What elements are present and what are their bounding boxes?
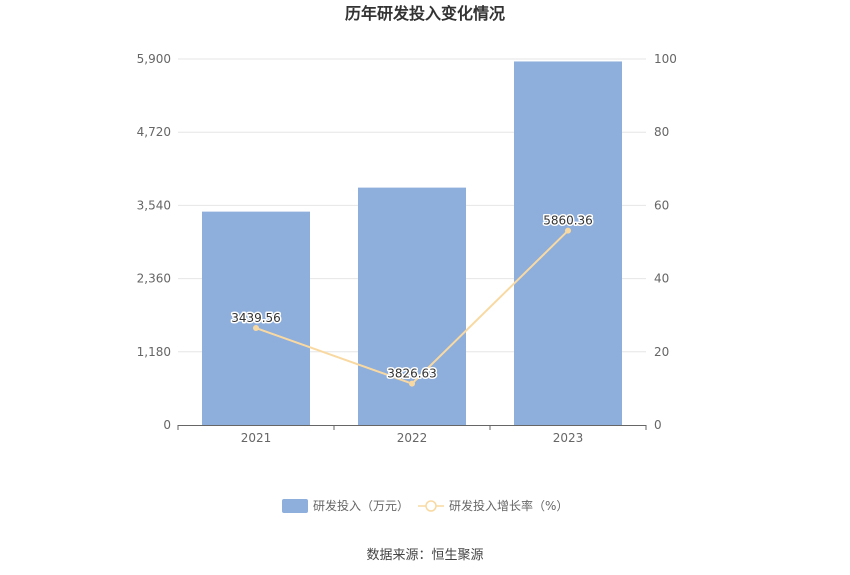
bar-data-labels: 3439.56 3826.63 5860.36 xyxy=(230,212,595,382)
legend-line-label: 研发投入增长率（%） xyxy=(449,498,568,513)
line-series xyxy=(253,227,571,387)
y-left-tick-label: 2,360 xyxy=(137,272,171,286)
y-left-tick-label: 5,900 xyxy=(137,52,171,66)
bar-data-label: 5860.36 xyxy=(543,214,593,228)
chart-title: 历年研发投入变化情况 xyxy=(345,4,505,23)
legend: 研发投入（万元） 研发投入增长率（%） xyxy=(282,498,568,513)
y-right-tick-label: 40 xyxy=(654,272,669,286)
legend-bar-swatch xyxy=(282,499,308,513)
x-axis: 2021 2022 2023 xyxy=(177,425,647,445)
growth-point xyxy=(253,325,259,332)
y-right-tick-label: 0 xyxy=(654,418,662,432)
y-right-tick-label: 60 xyxy=(654,198,669,212)
x-tick-label: 2021 xyxy=(241,431,272,445)
bar-series xyxy=(202,61,622,426)
y-right-tick-label: 20 xyxy=(654,345,669,359)
y-left-tick-label: 3,540 xyxy=(137,198,171,212)
growth-point xyxy=(409,380,415,387)
bar-data-label: 3826.63 xyxy=(387,367,437,381)
y-right-tick-label: 100 xyxy=(654,52,677,66)
y-right-tick-label: 80 xyxy=(654,125,669,139)
bar xyxy=(514,61,622,426)
growth-point xyxy=(565,227,571,234)
bar-data-label: 3439.56 xyxy=(231,311,281,325)
legend-bar-label: 研发投入（万元） xyxy=(313,498,409,513)
legend-line-marker xyxy=(425,500,437,512)
x-tick-label: 2022 xyxy=(397,431,428,445)
right-axis: 0 20 40 60 80 100 xyxy=(654,52,677,432)
bar xyxy=(358,187,466,425)
y-left-tick-label: 0 xyxy=(163,418,171,432)
legend-item-bar[interactable]: 研发投入（万元） xyxy=(282,498,409,513)
left-axis: 0 1,180 2,360 3,540 4,720 5,900 xyxy=(137,52,171,432)
source-note: 数据来源：恒生聚源 xyxy=(366,548,483,563)
bar xyxy=(202,211,310,425)
x-tick-label: 2023 xyxy=(553,431,584,445)
y-left-tick-label: 1,180 xyxy=(137,345,171,359)
y-left-tick-label: 4,720 xyxy=(137,125,171,139)
legend-item-line[interactable]: 研发投入增长率（%） xyxy=(418,498,568,513)
